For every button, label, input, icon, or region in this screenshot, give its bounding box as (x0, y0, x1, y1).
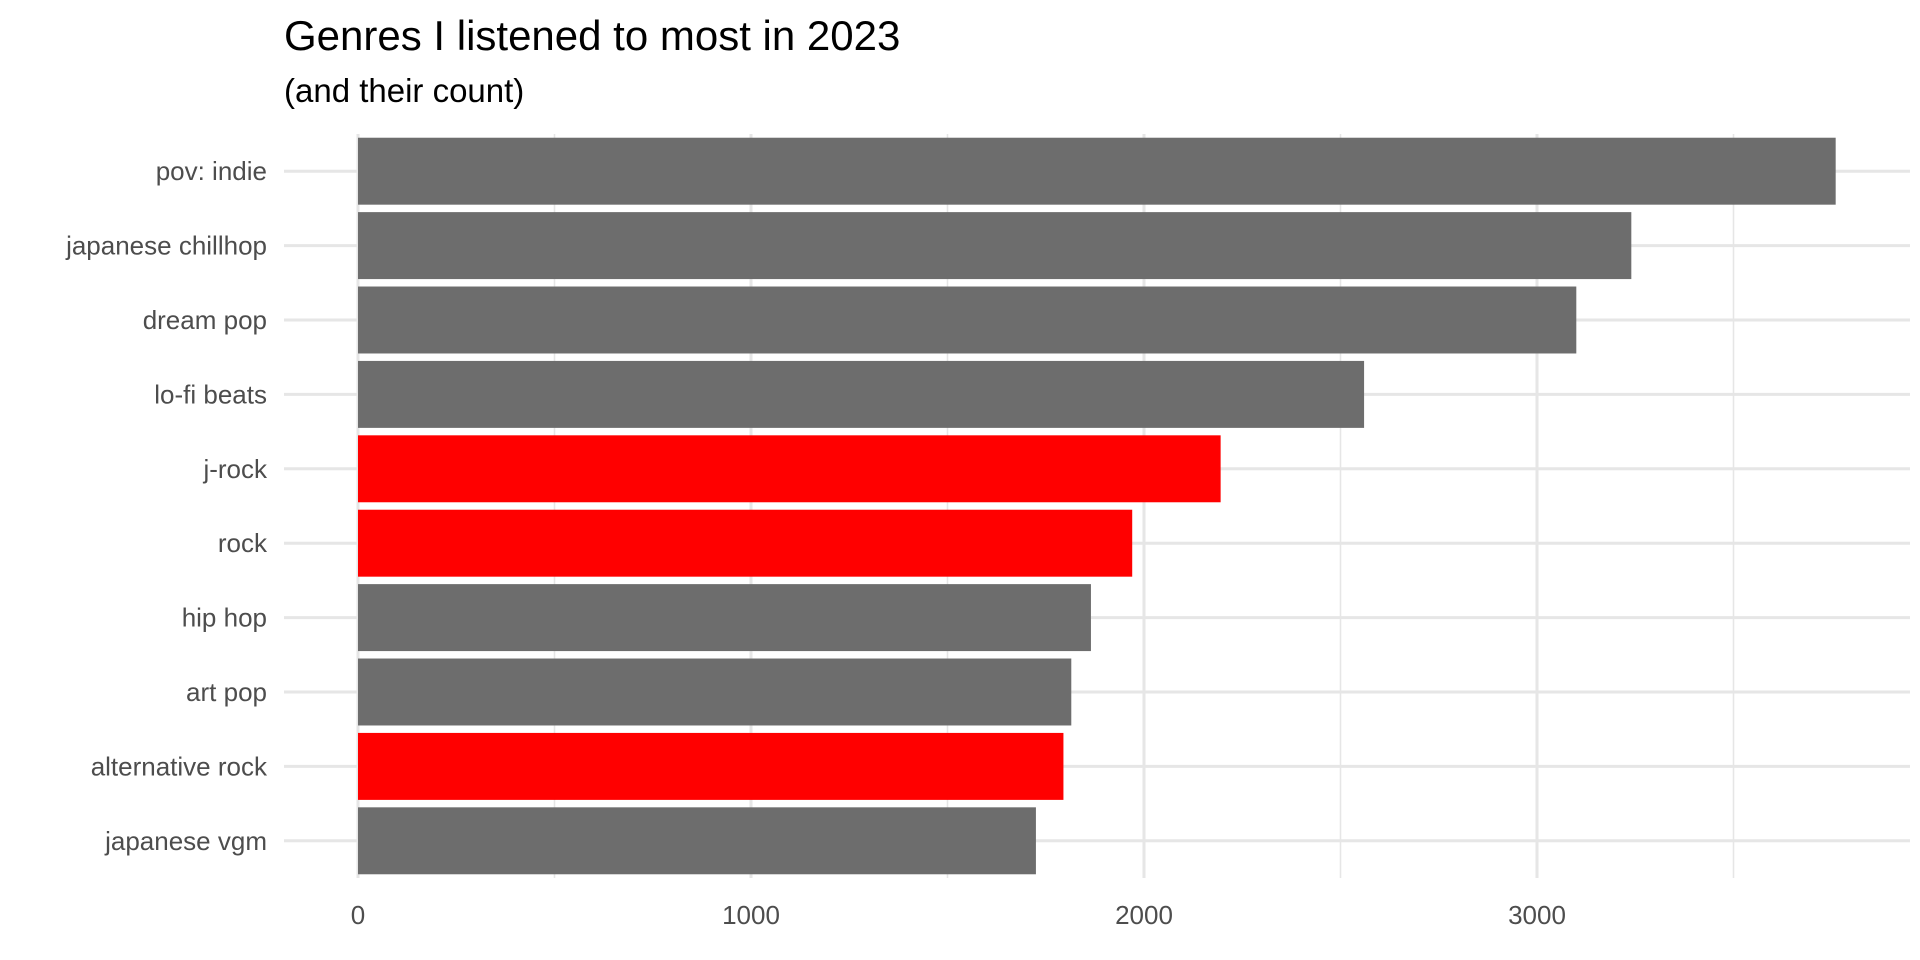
bar (358, 360, 1365, 428)
bars (358, 137, 1836, 875)
bar (358, 137, 1836, 205)
y-tick-label: japanese vgm (104, 826, 267, 856)
x-tick-label: 3000 (1508, 900, 1566, 930)
bar (358, 732, 1064, 800)
bar (358, 509, 1133, 577)
bar (358, 658, 1072, 726)
x-tick-label: 1000 (722, 900, 780, 930)
bar (358, 435, 1221, 503)
chart-subtitle: (and their count) (284, 72, 525, 109)
y-tick-label: rock (218, 528, 268, 558)
y-tick-label: j-rock (202, 454, 268, 484)
bar (358, 286, 1577, 354)
y-tick-label: pov: indie (156, 156, 267, 186)
chart-title: Genres I listened to most in 2023 (284, 12, 901, 59)
bar (358, 212, 1632, 280)
x-tick-label: 2000 (1115, 900, 1173, 930)
y-tick-labels: pov: indie japanese chillhop dream pop lo-f… (65, 156, 268, 856)
y-tick-label: alternative rock (91, 751, 268, 781)
y-tick-label: art pop (186, 677, 267, 707)
y-tick-label: japanese chillhop (65, 231, 267, 261)
bar (358, 584, 1091, 652)
bar (358, 807, 1036, 875)
x-tick-label: 0 (351, 900, 365, 930)
y-tick-label: hip hop (182, 603, 267, 633)
y-tick-label: dream pop (143, 305, 267, 335)
y-tick-label: lo-fi beats (154, 379, 267, 409)
x-tick-labels: 0 1000 2000 3000 (351, 900, 1566, 930)
